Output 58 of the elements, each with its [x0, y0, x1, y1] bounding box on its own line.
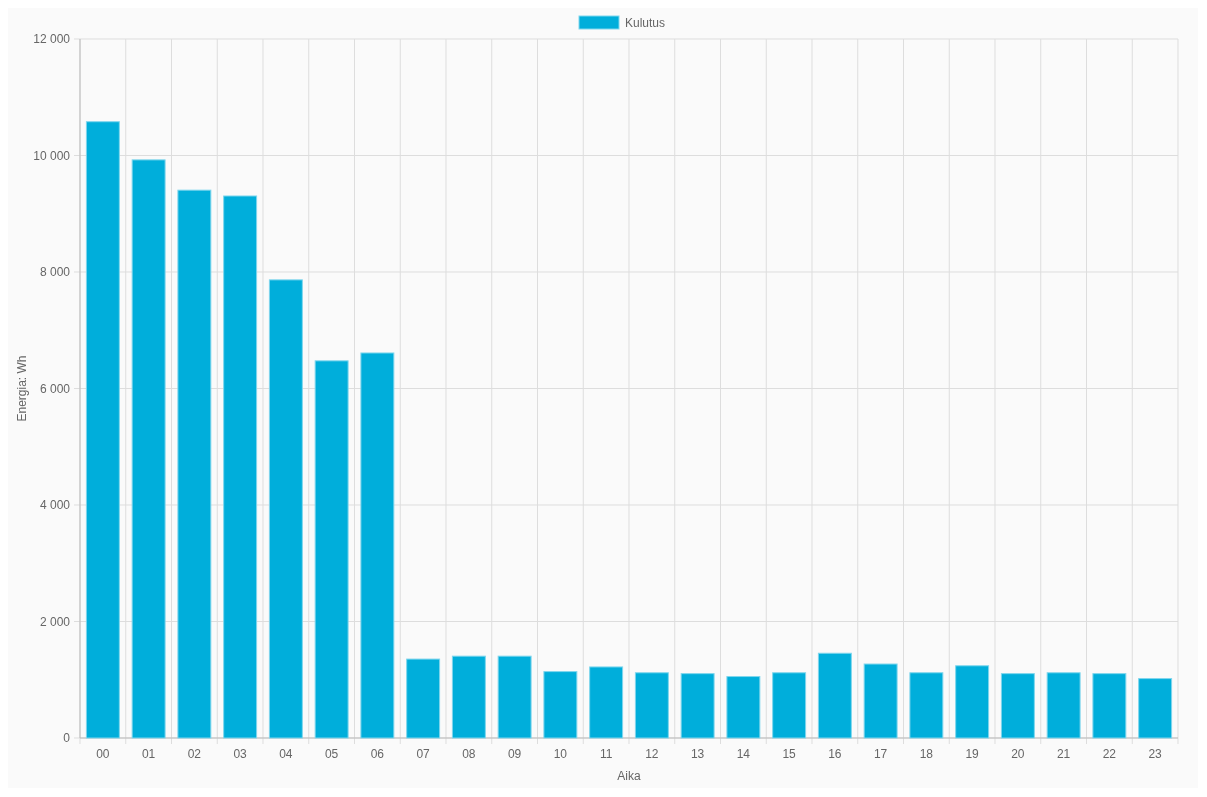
- x-tick-label: 08: [462, 747, 476, 761]
- x-tick-label: 07: [416, 747, 431, 761]
- bar: [360, 352, 395, 739]
- bar: [817, 652, 852, 739]
- x-tick-label: 22: [1102, 747, 1117, 761]
- y-tick-label: 2 000: [39, 614, 71, 629]
- bar: [863, 663, 898, 739]
- bar: [177, 189, 212, 739]
- bar: [909, 672, 944, 739]
- bar: [1138, 678, 1173, 739]
- bar: [223, 195, 258, 739]
- x-tick-label: 09: [507, 747, 522, 761]
- bar: [634, 672, 669, 739]
- x-tick-label: 23: [1148, 747, 1163, 761]
- y-tick-label: 4 000: [39, 498, 71, 513]
- bar: [1046, 672, 1081, 739]
- y-tick-label: 10 000: [33, 148, 71, 163]
- x-tick-label: 19: [965, 747, 980, 761]
- y-tick-label: 12 000: [33, 32, 71, 47]
- x-tick-label: 13: [690, 747, 705, 761]
- bar: [680, 673, 715, 739]
- x-tick-label: 18: [919, 747, 934, 761]
- x-tick-label: 20: [1011, 747, 1025, 761]
- x-tick-label: 15: [782, 747, 797, 761]
- x-tick-label: 06: [370, 747, 385, 761]
- bar: [1000, 673, 1035, 739]
- x-tick-label: 03: [233, 747, 248, 761]
- bar: [314, 360, 349, 739]
- x-tick-label: 00: [96, 747, 110, 761]
- x-tick-label: 11: [599, 747, 613, 761]
- bar: [85, 121, 120, 739]
- bar: [406, 658, 441, 739]
- bar: [1092, 673, 1127, 739]
- bar: [955, 665, 990, 739]
- x-tick-label: 14: [736, 747, 751, 761]
- bar: [131, 159, 166, 739]
- x-tick-label: 16: [828, 747, 842, 761]
- x-axis-title: Aika: [617, 769, 641, 783]
- x-tick-label: 10: [553, 747, 568, 761]
- x-tick-label: 02: [187, 747, 202, 761]
- y-tick-label: 0: [63, 731, 71, 746]
- x-tick-label: 01: [141, 747, 156, 761]
- bar: [451, 655, 486, 739]
- bar: [726, 676, 761, 739]
- bar: [772, 672, 807, 739]
- x-tick-label: 04: [279, 747, 293, 761]
- bar: [543, 671, 578, 739]
- y-tick-label: 6 000: [39, 381, 71, 396]
- legend-label: Kulutus: [625, 16, 666, 30]
- y-axis-title: Energia: Wh: [15, 355, 29, 422]
- x-tick-label: 12: [645, 747, 659, 761]
- y-tick-label: 8 000: [39, 265, 71, 280]
- bar: [497, 655, 532, 739]
- x-tick-label: 05: [324, 747, 339, 761]
- x-tick-label: 21: [1056, 747, 1071, 761]
- bar: [268, 279, 303, 739]
- bar: [589, 666, 624, 739]
- x-tick-label: 17: [873, 747, 888, 761]
